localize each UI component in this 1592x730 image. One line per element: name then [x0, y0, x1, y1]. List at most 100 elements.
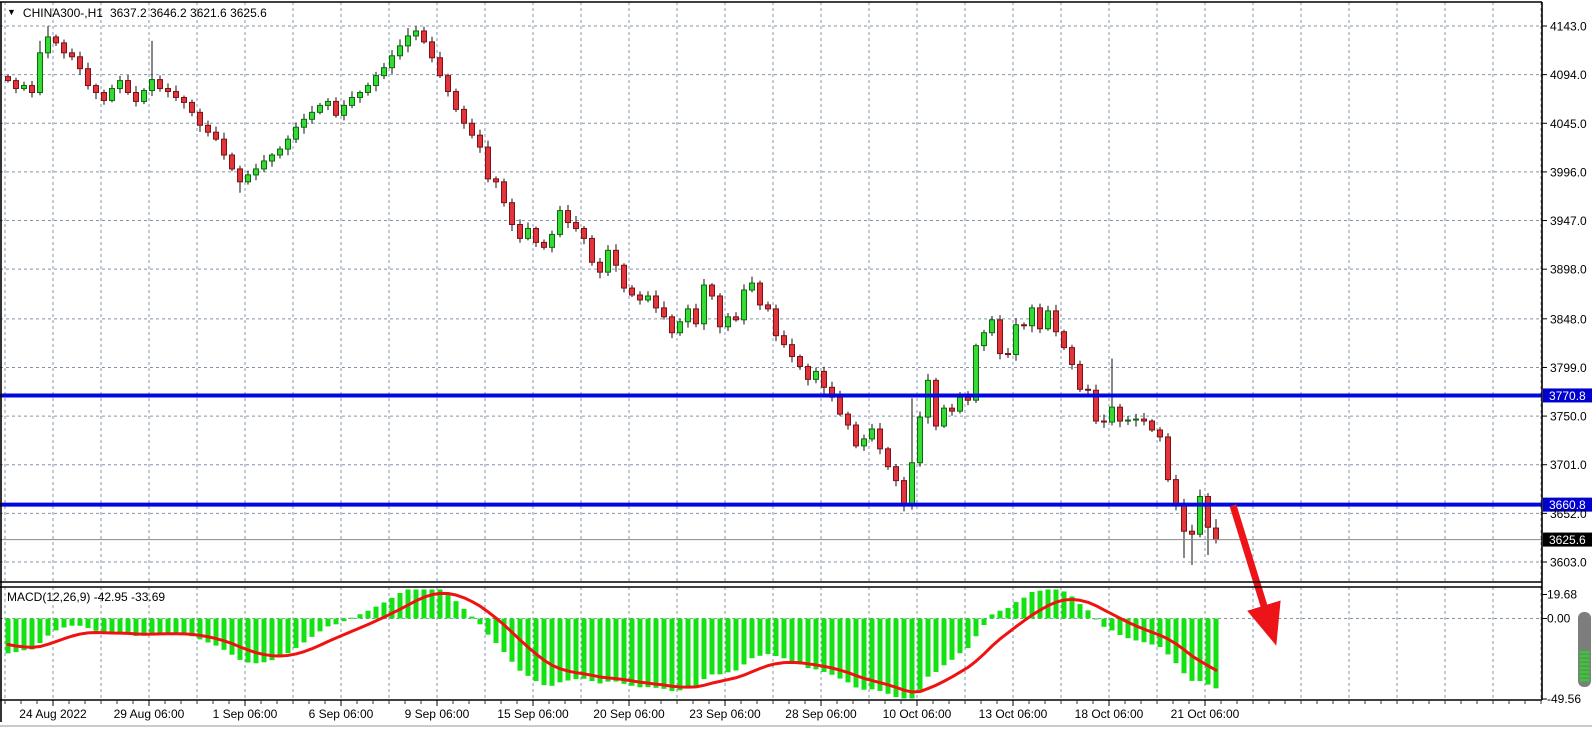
macd-histogram-bar: [1181, 618, 1187, 674]
candle-bear: [837, 396, 843, 415]
candle-bear: [173, 91, 179, 98]
macd-histogram-bar: [1029, 591, 1035, 619]
candle-bear: [597, 261, 603, 273]
macd-histogram-bar: [973, 618, 979, 637]
price-tick-label: 3603.0: [1550, 556, 1587, 570]
candle-bear: [1157, 429, 1163, 438]
macd-histogram-bar: [13, 618, 19, 653]
macd-histogram-bar: [797, 618, 803, 665]
candle-bear: [1205, 495, 1211, 528]
macd-histogram-bar: [533, 618, 539, 682]
macd-axis-label: 0.00: [1547, 612, 1571, 626]
candle-bear: [669, 316, 675, 334]
candle-bear: [237, 168, 243, 183]
price-tick-label: 3947.0: [1550, 214, 1587, 228]
candle-bull: [957, 396, 963, 412]
price-axis[interactable]: 4143.0 4094.0 4045.0 3996.0 3947.0 3898.0 3848…: [1542, 20, 1587, 707]
macd-histogram-bar: [1045, 589, 1051, 619]
macd-histogram-bar: [989, 614, 995, 619]
symbol-timeframe-label: CHINA300-,H1: [22, 6, 103, 20]
macd-histogram-bar: [621, 618, 627, 684]
candle-bear: [101, 92, 107, 101]
current-price-line: 3625.6: [0, 532, 1592, 547]
macd-histogram-bar: [909, 618, 915, 699]
candle-bear: [517, 224, 523, 239]
macd-histogram-bar: [749, 618, 755, 659]
price-tick-label: 3652.0: [1550, 507, 1587, 521]
candle-bull: [605, 249, 611, 273]
macd-histogram-bar: [1157, 618, 1163, 647]
candle-bear: [893, 466, 899, 482]
macd-histogram-bar: [445, 593, 451, 619]
macd-histogram-bar: [1101, 618, 1107, 627]
macd-histogram-bar: [869, 618, 875, 690]
macd-histogram-bar: [1037, 590, 1043, 619]
macd-histogram-bar: [541, 618, 547, 686]
candle-bull: [365, 85, 371, 94]
scrollbar-thumb[interactable]: [1578, 612, 1591, 687]
ohlc-quote-label: 3637.2 3646.2 3621.6 3625.6: [109, 6, 267, 20]
macd-histogram-bar: [981, 618, 987, 626]
candle-bear: [877, 428, 883, 450]
trend-arrow[interactable]: [1229, 504, 1281, 646]
macd-histogram-bar: [277, 618, 283, 658]
scrollbar-stripe: [1579, 667, 1590, 670]
candle-bull: [37, 52, 43, 94]
candle-bull: [685, 308, 691, 323]
candle-bull: [269, 154, 275, 162]
candle-bull: [813, 370, 819, 380]
candle-bear: [805, 365, 811, 380]
candle-bull: [981, 332, 987, 347]
macd-histogram-bar: [557, 618, 563, 683]
candle-bear: [205, 124, 211, 133]
macd-histogram-bar: [821, 618, 827, 672]
candle-bear: [589, 237, 595, 263]
candle-bear: [1069, 347, 1075, 365]
candle-bear: [133, 92, 139, 102]
macd-histogram-bar: [197, 618, 203, 640]
candle-bear: [1117, 406, 1123, 422]
time-tick-label: 20 Sep 06:00: [593, 707, 665, 721]
candle-bull: [1045, 310, 1051, 330]
candle-bull: [341, 104, 347, 116]
macd-histogram-bar: [701, 618, 707, 680]
last-price-label: 3625.6: [1549, 533, 1586, 547]
candle-bear: [1149, 420, 1155, 431]
candle-bear: [509, 202, 515, 226]
macd-histogram-bar: [1189, 618, 1195, 681]
candle-bull: [1029, 307, 1035, 327]
candle-bull: [413, 30, 419, 37]
candle-bull: [1125, 419, 1131, 422]
candle-bear: [469, 122, 475, 136]
symbol-header: ▼ CHINA300-,H1 3637.2 3646.2 3621.6 3625…: [7, 6, 267, 20]
candle-bull: [253, 168, 259, 176]
time-axis[interactable]: 24 Aug 2022 29 Aug 06:00 1 Sep 06:00 6 Sep …: [4, 700, 1542, 721]
down-trend-arrow[interactable]: [1229, 504, 1281, 646]
candle-bear: [1189, 530, 1195, 535]
support-resistance-lines[interactable]: 3770.8 3660.8: [0, 388, 1592, 512]
macd-histogram-bar: [885, 618, 891, 694]
candle-bear: [997, 319, 1003, 355]
macd-histogram-bar: [157, 618, 163, 634]
macd-histogram-bar: [1093, 618, 1099, 620]
candle-bull: [381, 67, 387, 77]
candle-bear: [765, 304, 771, 310]
macd-histogram-bar: [469, 616, 475, 619]
candle-bull: [869, 428, 875, 440]
candle-bear: [53, 36, 59, 44]
macd-histogram-bar: [669, 618, 675, 691]
candles-layer: [5, 26, 1219, 565]
candle-bear: [1005, 353, 1011, 356]
macd-histogram-bar: [805, 618, 811, 669]
macd-histogram-bar: [837, 618, 843, 679]
candle-bear: [533, 227, 539, 243]
macd-histogram-bar: [765, 618, 771, 655]
macd-histogram-bar: [245, 618, 251, 663]
candle-bull: [989, 319, 995, 334]
dropdown-arrow-icon[interactable]: ▼: [7, 7, 16, 17]
macd-histogram-bar: [149, 618, 155, 634]
scrollbar-stripe: [1579, 671, 1590, 674]
time-tick-label: 10 Oct 06:00: [883, 707, 952, 721]
grid-layer: [0, 2, 1542, 700]
